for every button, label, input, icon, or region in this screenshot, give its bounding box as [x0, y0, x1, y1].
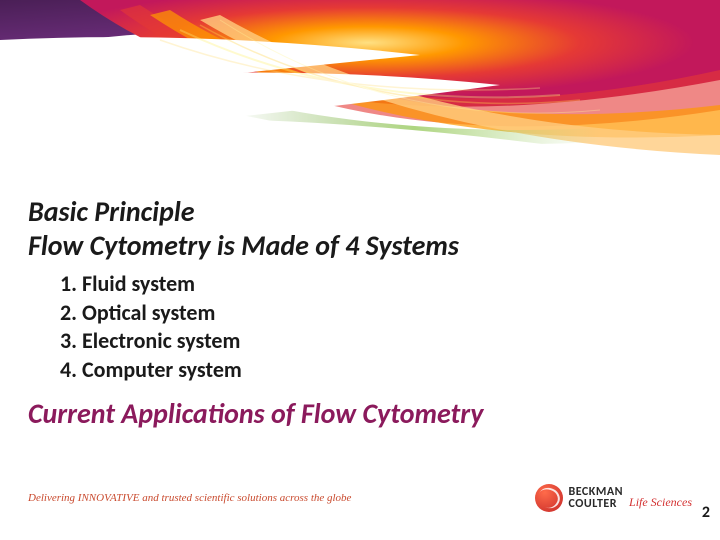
footer: Delivering INNOVATIVE and trusted scient… — [28, 484, 692, 512]
title-line-1: Basic Principle — [28, 195, 692, 229]
page-number: 2 — [702, 503, 710, 522]
subtitle: Current Applications of Flow Cytometry — [28, 397, 692, 431]
list-item: 3. Electronic system — [60, 327, 692, 356]
systems-list: 1. Fluid system 2. Optical system 3. Ele… — [28, 270, 692, 384]
logo-sub-text: COULTER — [569, 498, 623, 510]
logo-icon — [535, 484, 563, 512]
list-item: 4. Computer system — [60, 356, 692, 385]
tagline: Delivering INNOVATIVE and trusted scient… — [28, 492, 351, 504]
logo-life-text: Life Sciences — [629, 495, 692, 510]
title-line-2: Flow Cytometry is Made of 4 Systems — [28, 229, 692, 263]
list-item: 1. Fluid system — [60, 270, 692, 299]
decorative-banner — [0, 0, 720, 180]
logo-block: BECKMAN COULTER Life Sciences — [535, 484, 692, 512]
main-content: Basic Principle Flow Cytometry is Made o… — [28, 195, 692, 430]
list-item: 2. Optical system — [60, 299, 692, 328]
